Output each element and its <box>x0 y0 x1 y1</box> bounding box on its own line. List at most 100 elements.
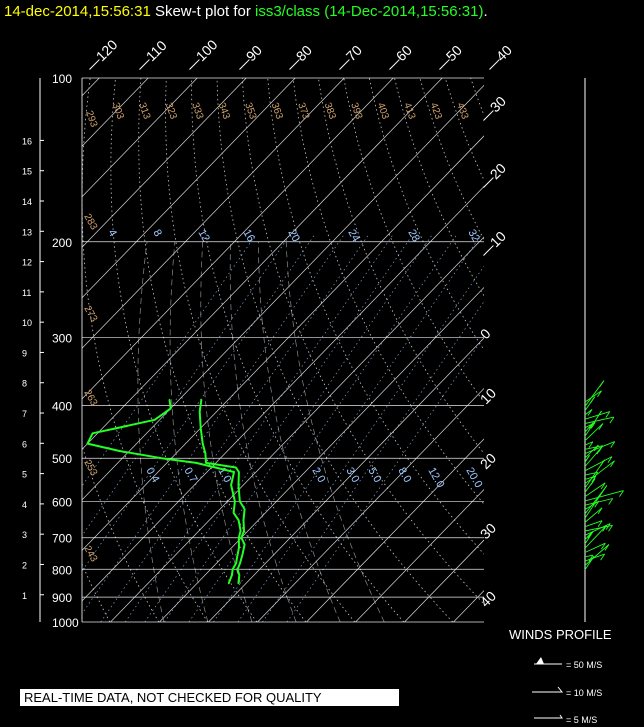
dry-adiabat-label: 363 <box>269 101 285 121</box>
dry-adiabat <box>444 78 484 181</box>
dry-adiabat-label: 383 <box>322 101 338 121</box>
mixing-ratio-label: 8.0 <box>395 466 413 485</box>
height-tick-label: 14 <box>22 197 32 207</box>
dry-adiabat <box>496 78 644 622</box>
wind-barb <box>584 498 613 506</box>
isotherm-line <box>355 489 484 622</box>
height-tick-label: 5 <box>22 470 27 480</box>
mixing-ratio-line <box>286 336 484 622</box>
mixing-ratio-line <box>164 234 433 622</box>
dewpoint-line <box>86 399 242 584</box>
height-tick-label: 6 <box>22 439 27 449</box>
dewpoint-line-point <box>235 562 237 564</box>
wind-barb-flag <box>600 482 606 490</box>
dry-adiabat-label: 293 <box>83 109 99 129</box>
dewpoint-line-point <box>238 519 240 521</box>
moist-adiabat <box>169 241 209 622</box>
mixing-ratio-label: 3.0 <box>343 466 361 485</box>
wind-barb <box>584 554 593 558</box>
temperature-line-point <box>199 410 201 412</box>
wind-legend-5: = 5 M/S <box>566 715 598 725</box>
wind-barb-flag <box>609 416 615 424</box>
mixing-ratio-label: 12 <box>195 228 212 245</box>
temperature-line-point <box>244 543 246 546</box>
temperature-line-point <box>200 398 202 401</box>
temperature-line-point <box>235 466 237 469</box>
mixing-ratio-label: 5.0 <box>365 466 383 485</box>
wind-barb <box>584 525 607 549</box>
height-tick-label: 2 <box>22 560 27 570</box>
pressure-tick-label: 700 <box>52 532 72 546</box>
mixing-ratio-line <box>82 234 291 537</box>
title-text: Skew-t plot for <box>150 3 255 20</box>
dry-adiabat <box>267 78 484 555</box>
isotherm-label: —120 <box>83 36 121 74</box>
wind-legend-50: = 50 M/S <box>566 660 603 670</box>
height-tick-label: 8 <box>22 379 27 389</box>
wind-barb-flag <box>602 485 608 492</box>
dry-adiabat-label: 323 <box>163 101 179 121</box>
isotherm-label: 40 <box>477 588 499 610</box>
isotherm-label: —10 <box>477 228 509 260</box>
temperature-line <box>198 399 246 584</box>
mixing-ratio-label: 2.0 <box>309 466 327 485</box>
dewpoint-line-point <box>195 462 197 464</box>
wind-barb <box>584 411 610 420</box>
mixing-ratio-line <box>213 234 482 622</box>
dry-adiabat <box>368 78 484 351</box>
mixing-ratio-label: 20 <box>285 228 302 245</box>
isotherm-line <box>306 438 484 622</box>
mixing-ratio-label: 4 <box>105 228 118 239</box>
dewpoint-line-point <box>238 537 240 539</box>
isotherm-label: 20 <box>477 450 499 472</box>
dry-adiabat <box>419 78 484 241</box>
dry-adiabat <box>547 78 644 622</box>
temperature-line-point <box>242 519 245 521</box>
wind-barb-flag <box>588 531 594 538</box>
mixing-ratio-line <box>237 265 484 622</box>
mixing-ratio-label: 28 <box>405 228 422 245</box>
pressure-tick-label: 200 <box>52 236 72 250</box>
isotherm-line <box>404 539 484 622</box>
legend-barb-5 <box>534 714 563 719</box>
isotherm-label: —50 <box>433 42 465 74</box>
dry-adiabat-label: 433 <box>454 101 470 121</box>
wind-barb-flag <box>610 441 616 448</box>
wind-barb <box>584 441 615 455</box>
wind-barb <box>584 390 602 403</box>
pressure-tick-label: 500 <box>52 452 72 466</box>
height-tick-label: 1 <box>22 591 27 601</box>
mixing-ratio-line <box>100 234 369 622</box>
temperature-line-point <box>243 530 245 532</box>
profile-layer <box>86 398 246 585</box>
height-tick-label: 12 <box>22 258 32 268</box>
temperature-line-point <box>200 427 202 429</box>
mixing-ratio-label: 20.0 <box>463 466 484 491</box>
temperature-line-point <box>204 452 206 455</box>
dry-adiabat-label: 243 <box>81 544 99 564</box>
wind-barb-flag <box>588 554 594 562</box>
wind-barb-flag <box>600 542 606 550</box>
grid-layer <box>39 77 644 623</box>
height-tick-label: 9 <box>22 348 27 358</box>
height-tick-label: 3 <box>22 530 27 540</box>
height-tick-label: 15 <box>22 167 32 177</box>
isotherm-line <box>82 78 296 299</box>
pressure-tick-label: 300 <box>52 332 72 346</box>
dewpoint-line-point <box>228 583 230 585</box>
wind-barb-flag <box>588 441 594 449</box>
pressure-tick-label: 400 <box>52 400 72 414</box>
wind-barb-flag <box>610 460 615 468</box>
mixing-ratio-line <box>124 234 394 622</box>
wind-barb <box>584 441 594 446</box>
dry-adiabat-label: 303 <box>110 101 126 121</box>
isotherm-label: 30 <box>477 520 499 542</box>
wind-barb-flag <box>619 490 624 497</box>
temperature-line-point <box>237 583 239 585</box>
wind-barb <box>584 460 615 485</box>
dewpoint-line-point <box>234 500 236 502</box>
dry-adiabat <box>241 78 484 605</box>
dry-adiabat <box>82 78 209 622</box>
dewpoint-line-point <box>230 484 232 486</box>
mixing-ratio-label: 24 <box>345 228 362 245</box>
